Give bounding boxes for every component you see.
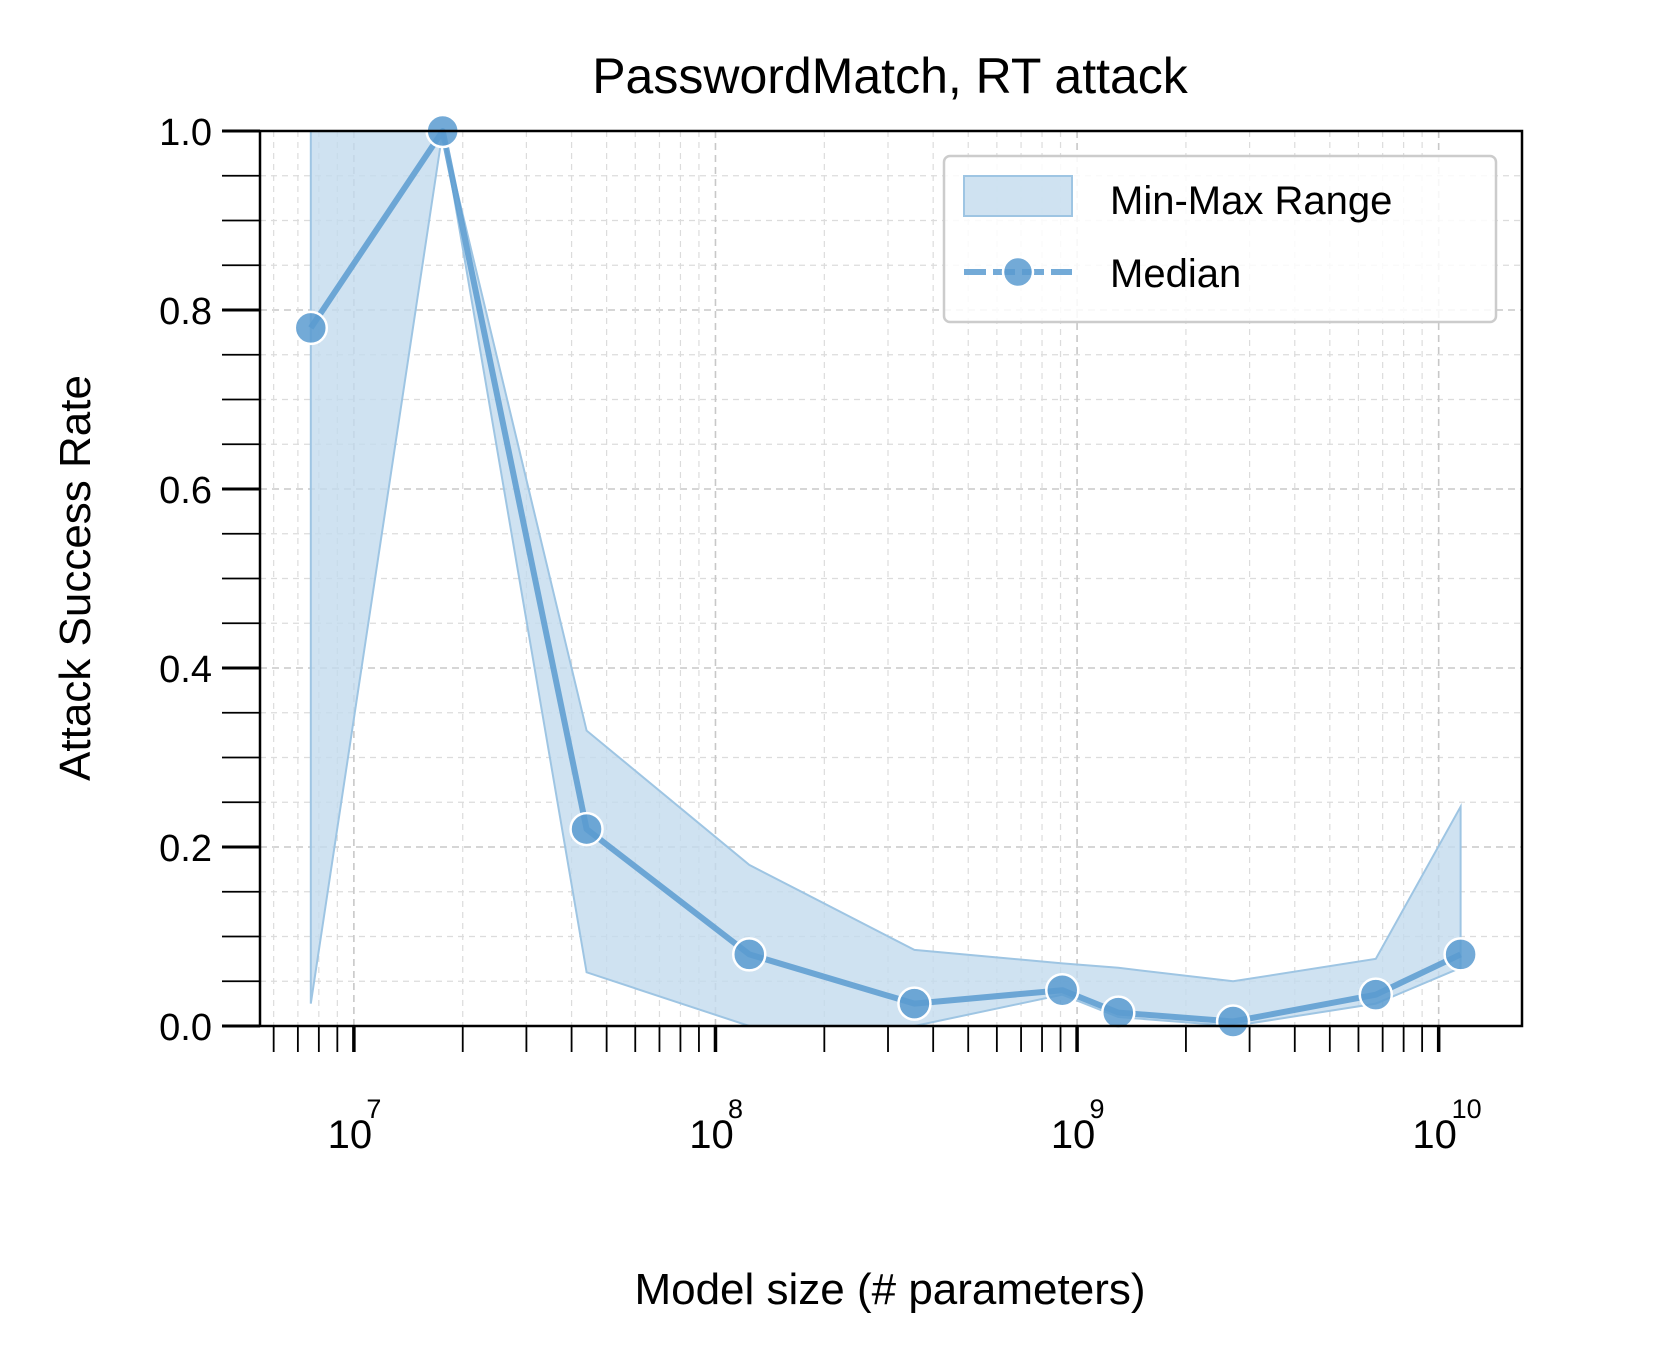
median-series <box>293 113 1478 1039</box>
x-axis-label: Model size (# parameters) <box>634 1265 1145 1314</box>
x-tick-label: 10 <box>689 1113 734 1157</box>
legend-box <box>942 154 1498 324</box>
y-tick-label: 0.6 <box>159 470 212 512</box>
y-axis: 0.0 0.2 0.4 0.6 0.8 1.0 <box>159 112 260 1049</box>
median-point <box>1045 972 1080 1008</box>
legend-swatch-median-marker <box>1001 255 1035 289</box>
median-point <box>1358 977 1394 1012</box>
grid <box>260 131 1522 1026</box>
x-tick-label: 10 <box>1051 1113 1096 1157</box>
median-point <box>1101 995 1136 1030</box>
x-tick-exponent: 10 <box>1452 1094 1482 1124</box>
legend-label-min-max-range: Min-Max Range <box>1110 179 1392 223</box>
y-axis-label: Attack Success Rate <box>51 375 100 781</box>
legend: Min-Max Range Median <box>942 154 1498 324</box>
x-tick-exponent: 8 <box>728 1094 743 1124</box>
y-tick-label: 0.4 <box>159 649 212 691</box>
x-tick-label: 10 <box>328 1113 373 1157</box>
median-point <box>897 986 932 1021</box>
median-line <box>308 128 1462 1025</box>
median-point <box>1215 1004 1251 1039</box>
legend-label-median: Median <box>1110 252 1241 296</box>
median-point <box>293 310 329 346</box>
legend-swatch-min-max-range <box>963 175 1073 217</box>
y-tick-label: 0.0 <box>159 1007 212 1049</box>
y-tick-label: 0.2 <box>159 828 212 870</box>
median-point <box>732 937 767 972</box>
x-tick-exponent: 9 <box>1090 1094 1105 1124</box>
x-tick-exponent: 7 <box>366 1094 381 1124</box>
y-tick-label: 0.8 <box>159 291 212 333</box>
median-point <box>569 811 604 847</box>
chart-title: PasswordMatch, RT attack <box>592 48 1189 104</box>
x-tick-label: 10 <box>1412 1113 1457 1157</box>
y-tick-label: 1.0 <box>159 112 212 154</box>
median-point <box>1443 937 1478 972</box>
